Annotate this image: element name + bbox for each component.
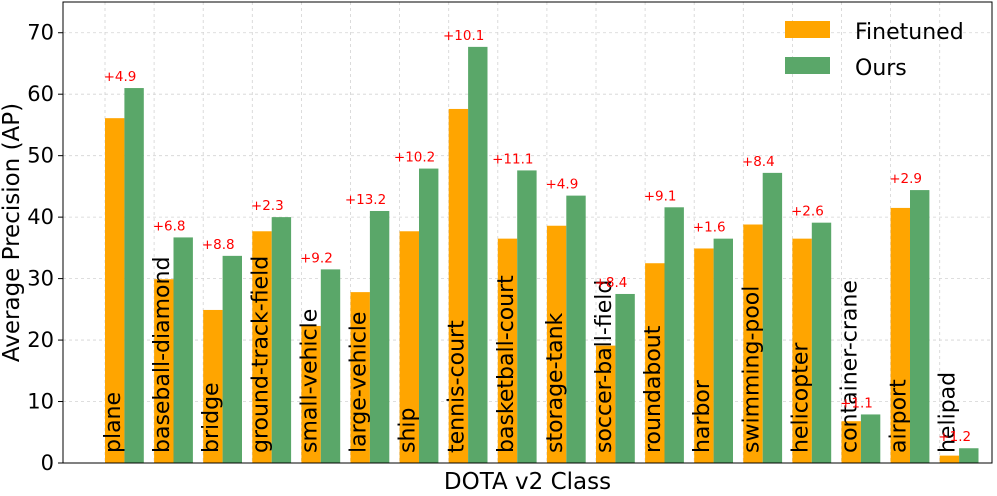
bar-finetuned-harbor — [694, 248, 714, 463]
bar-finetuned-tennis-court — [448, 108, 469, 464]
bar-finetuned-plane — [105, 118, 125, 463]
legend: Finetuned Ours — [785, 20, 964, 81]
improvement-label: +8.4 — [595, 275, 628, 291]
category-label: bridge — [199, 382, 224, 453]
improvement-label: +1.1 — [840, 395, 873, 411]
bar-finetuned-bridge — [203, 309, 223, 463]
improvement-annotations: +4.9 +6.8 +8.8 +2.3 +9.2 +13.2 +10.2 +10.1 +11.1… — [104, 28, 971, 445]
bar-finetuned-ship — [399, 231, 419, 463]
bar-ours-ground-track-field — [271, 217, 292, 463]
bar-ours-bridge — [222, 255, 242, 463]
category-label: airport — [887, 379, 912, 453]
legend-swatch-ours — [785, 57, 830, 74]
category-label: soccer-ball-field — [592, 280, 617, 453]
bar-ours-soccer-ball-field — [615, 293, 635, 463]
category-label: storage-tank — [543, 312, 568, 453]
bar-ours-helipad — [959, 448, 979, 463]
improvement-label: +13.2 — [345, 192, 386, 208]
bar-ours-ship — [419, 168, 439, 464]
category-label: swimming-pool — [739, 286, 764, 453]
bars — [105, 46, 979, 464]
bar-ours-storage-tank — [566, 195, 586, 463]
improvement-label: +8.8 — [202, 237, 235, 253]
bar-ours-roundabout — [664, 207, 684, 463]
y-tick-label: 50 — [27, 144, 54, 168]
improvement-label: +4.9 — [104, 69, 137, 85]
category-label: ground-track-field — [248, 256, 273, 453]
bar-finetuned-soccer-ball-field — [596, 345, 616, 463]
category-label: helipad — [936, 372, 961, 453]
bar-ours-basketball-court — [517, 170, 537, 463]
bar-finetuned-swimming-pool — [743, 224, 763, 463]
bar-finetuned-airport — [890, 207, 910, 463]
improvement-label: +9.2 — [300, 250, 333, 266]
improvement-label: +8.4 — [742, 154, 775, 170]
bar-finetuned-basketball-court — [497, 238, 518, 463]
y-tick-label: 30 — [27, 267, 54, 291]
y-tick-label: 60 — [27, 82, 54, 106]
y-axis-label: Average Precision (AP) — [0, 103, 25, 362]
category-label: baseball-diamond — [150, 257, 175, 453]
bar-ours-tennis-court — [468, 46, 488, 463]
plot-frame — [62, 1, 993, 464]
y-axis-ticks: 0 10 20 30 40 50 60 70 — [27, 21, 63, 475]
category-label: ship — [396, 408, 421, 453]
bar-finetuned-storage-tank — [546, 225, 567, 463]
improvement-label: +4.9 — [546, 177, 579, 193]
category-label: container-crane — [838, 280, 863, 453]
bar-finetuned-roundabout — [645, 263, 665, 463]
category-label: plane — [101, 392, 126, 453]
bar-finetuned-ground-track-field — [252, 231, 272, 463]
category-label: harbor — [690, 379, 715, 453]
y-tick-label: 70 — [27, 21, 54, 45]
improvement-label: +2.3 — [251, 198, 284, 214]
improvement-label: +10.1 — [443, 28, 484, 44]
bar-finetuned-container-crane — [841, 421, 861, 463]
bar-ours-large-vehicle — [369, 210, 390, 463]
legend-label-ours: Ours — [855, 56, 907, 81]
improvement-label: +1.2 — [938, 429, 971, 445]
y-tick-label: 10 — [27, 390, 54, 414]
bar-finetuned-baseball-diamond — [154, 279, 174, 463]
category-label: large-vehicle — [347, 312, 372, 453]
legend-swatch-finetuned — [785, 21, 830, 38]
category-labels: plane baseball-diamond bridge ground-track-… — [101, 256, 961, 453]
bar-ours-swimming-pool — [762, 172, 783, 464]
improvement-label: +2.9 — [889, 171, 922, 187]
improvement-label: +1.6 — [693, 220, 726, 236]
category-label: basketball-court — [494, 275, 519, 453]
bar-finetuned-helicopter — [792, 238, 812, 463]
improvement-label: +11.1 — [492, 151, 533, 167]
y-tick-label: 0 — [41, 451, 54, 475]
improvement-label: +2.6 — [791, 204, 824, 220]
category-label: helicopter — [788, 342, 813, 453]
x-axis-label: DOTA v2 Class — [444, 469, 611, 495]
category-label: roundabout — [641, 325, 666, 453]
category-label: small-vehicle — [297, 309, 322, 453]
y-tick-label: 20 — [27, 328, 54, 352]
bar-ours-helicopter — [811, 222, 832, 463]
y-tick-label: 40 — [27, 205, 54, 229]
bar-ours-container-crane — [860, 414, 881, 463]
bar-ours-small-vehicle — [320, 269, 341, 463]
bar-ours-harbor — [713, 238, 733, 463]
bar-ours-plane — [124, 88, 144, 463]
category-label: tennis-court — [445, 320, 470, 453]
improvement-label: +9.1 — [644, 188, 677, 204]
bar-ours-airport — [910, 190, 930, 463]
improvement-label: +6.8 — [153, 218, 186, 234]
bar-finetuned-small-vehicle — [301, 325, 321, 463]
improvement-label: +10.2 — [394, 150, 435, 166]
legend-label-finetuned: Finetuned — [855, 20, 964, 45]
bar-finetuned-helipad — [939, 455, 960, 463]
bar-finetuned-large-vehicle — [350, 292, 370, 463]
bar-ours-baseball-diamond — [173, 237, 193, 463]
